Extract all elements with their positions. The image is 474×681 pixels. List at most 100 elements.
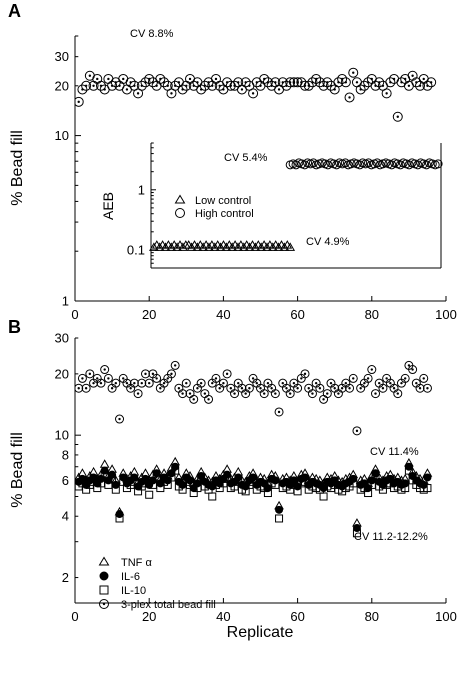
panel-b-data-point-dot <box>403 377 407 380</box>
panel-a-x-tick-label: 40 <box>216 307 230 322</box>
panel-b-data-point <box>115 414 125 424</box>
panel-b-data-point <box>315 383 325 393</box>
panel-b-data-point <box>130 473 139 482</box>
panel-b-legend: TNF α IL-6 IL-10 3-plex total bead fill <box>98 556 216 611</box>
panel-b-data-point <box>103 373 113 383</box>
panel-a-data-point-dot <box>411 74 414 77</box>
panel-b-data-point-dot <box>292 381 296 385</box>
panel-b-data-point <box>211 373 221 383</box>
inset-data-point <box>279 242 290 251</box>
panel-a-data-point <box>136 80 147 91</box>
panel-b-data-point <box>322 389 332 399</box>
panel-b-data-point <box>152 473 161 482</box>
panel-a-data-point-dot <box>177 81 181 84</box>
panel-b-data-point-dot <box>203 392 207 395</box>
panel-b-data-point-dot <box>177 387 181 390</box>
panel-a-data-point-dot <box>88 74 92 77</box>
panel-b-data-point <box>263 489 272 498</box>
panel-b-data-point-dot <box>214 377 218 380</box>
panel-a-data-point <box>322 77 333 88</box>
panel-b-data-point-dot <box>207 398 210 401</box>
panel-b-data-point <box>152 373 162 383</box>
panel-a-data-point-dot <box>166 84 169 87</box>
panel-b-x-tick-label: 100 <box>435 609 457 624</box>
panel-a-data-point-dot <box>77 100 80 104</box>
panel-b-data-point-dot <box>136 392 140 395</box>
panel-b-data-point-dot <box>84 387 88 390</box>
panel-b-data-point-dot <box>318 387 322 390</box>
panel-a-data-point-dot <box>188 77 192 81</box>
panel-b-data-point <box>300 369 310 379</box>
inset-data-point <box>256 242 267 251</box>
panel-b-data-point-dot <box>159 387 162 390</box>
inset-data-point <box>250 242 261 251</box>
panel-b-data-point <box>401 484 410 493</box>
panel-b-y-tick-label: 2 <box>62 570 69 585</box>
panel-b-data-point-dot <box>337 392 340 395</box>
panel-b-data-point <box>371 469 380 478</box>
inset-data-point <box>262 242 272 251</box>
panel-b-data-point <box>249 477 258 486</box>
inset-data-point <box>372 158 382 168</box>
inset-data-point <box>340 158 350 168</box>
panel-b-data-point <box>345 383 355 393</box>
panel-a-data-point-dot <box>84 84 88 87</box>
panel-b-data-point <box>171 466 180 475</box>
panel-a-data-point-dot <box>248 84 251 87</box>
panel-a-data-point-dot <box>136 92 140 95</box>
panel-b-data-point <box>130 477 139 486</box>
panel-b-data-point <box>178 485 187 494</box>
panel-a-data-point <box>125 77 136 88</box>
inset-y-tick-label: 0.1 <box>127 242 145 257</box>
panel-a-data-point-dot <box>392 77 396 81</box>
panel-b-data-point-dot <box>225 372 229 376</box>
panel-b-data-point-dot <box>122 377 125 380</box>
inset-data-point <box>387 160 397 170</box>
panel-b-data-point <box>140 369 150 379</box>
panel-a-data-point-dot <box>92 84 95 87</box>
panel-b-data-point-dot <box>418 387 422 390</box>
panel-b-x-tick-label: 40 <box>216 609 230 624</box>
panel-b-data-point-dot <box>348 387 351 390</box>
panel-b-data-point <box>137 378 147 388</box>
panel-b-data-point <box>115 514 124 523</box>
panel-b-x-tick-label: 60 <box>290 609 304 624</box>
panel-b-data-point-dot <box>407 364 411 367</box>
inset-data-point <box>404 160 414 170</box>
panel-a-inset-chart: 0.11 AEB CV 5.4% CV 4.9% Low control Hig… <box>100 142 443 269</box>
panel-b-data-point <box>301 477 310 486</box>
panel-b-data-point <box>189 394 199 404</box>
panel-b-data-point-dot <box>181 392 184 395</box>
legend-il6-label: IL-6 <box>121 571 140 583</box>
panel-b-data-point-dot <box>229 387 233 390</box>
inset-data-point <box>323 160 333 170</box>
panel-b-data-point <box>85 369 95 379</box>
panel-b-data-point-dot <box>114 381 118 385</box>
panel-b-data-point-dot <box>359 387 362 390</box>
panel-a-data-point-dot <box>403 77 407 81</box>
panel-b-data-point-dot <box>233 392 236 395</box>
panel-a-data-point-dot <box>155 84 158 87</box>
inset-data-point <box>160 242 171 251</box>
panel-a-data-point <box>426 77 437 88</box>
panel-b-data-point-dot <box>277 410 281 414</box>
panel-b-data-point <box>166 369 176 379</box>
panel-a-data-point <box>95 80 106 91</box>
panel-b-data-point <box>178 389 188 399</box>
panel-b-data-point <box>419 373 429 383</box>
panel-b-data-point-dot <box>185 381 188 385</box>
panel-b-data-point <box>170 360 180 370</box>
panel-b-data-point-dot <box>222 381 225 385</box>
panel-a-y-ticks: 1 10 20 30 <box>55 35 81 309</box>
panel-b-data-point-dot <box>422 377 425 380</box>
panel-b-data-point-dot <box>107 377 110 380</box>
panel-a-data-point <box>314 77 325 88</box>
inset-data-point <box>154 242 165 251</box>
panel-a-data-point-dot <box>429 81 433 84</box>
panel-b-data-point <box>270 389 280 399</box>
panel-b-data-point <box>364 489 373 498</box>
panel-b-data-point-dot <box>296 387 299 390</box>
panel-b-data-point <box>144 378 154 388</box>
legend-total-marker <box>99 599 109 609</box>
panel-b-data-point <box>378 383 388 393</box>
